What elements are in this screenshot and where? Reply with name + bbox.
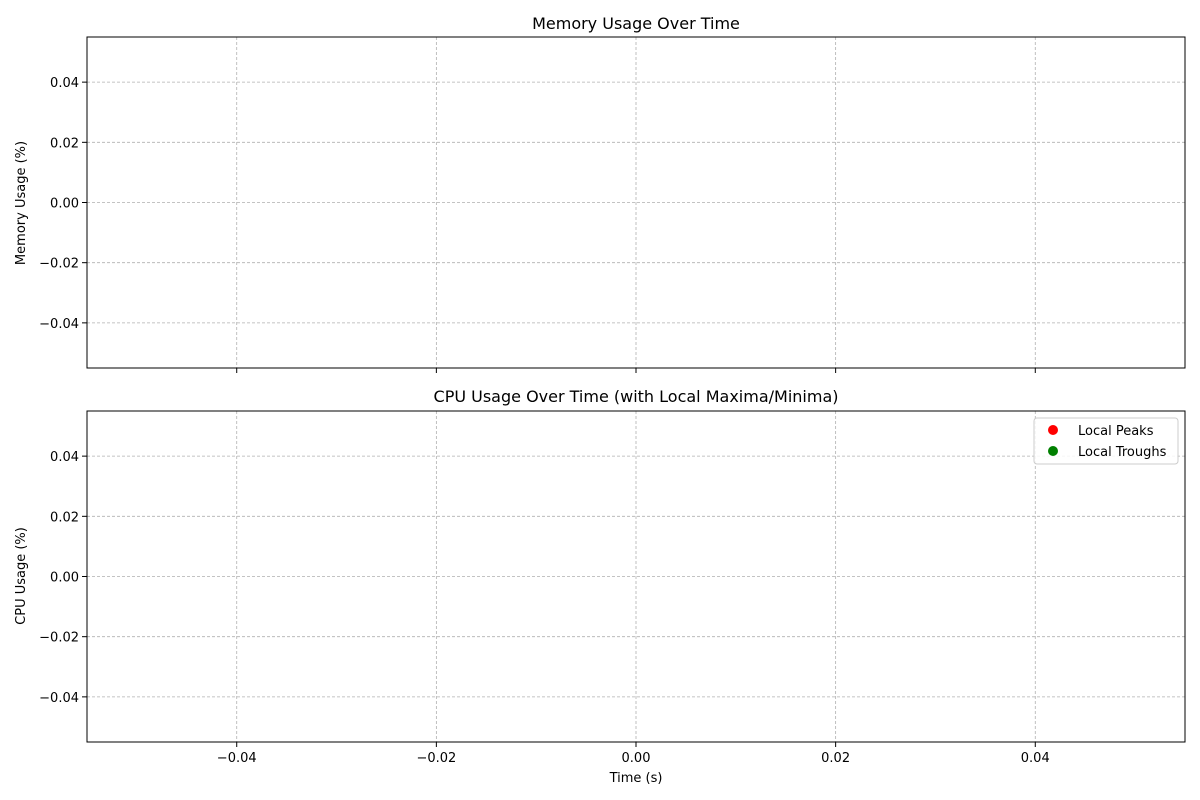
cpu-y-tick-label: −0.02 [39, 631, 79, 646]
memory-y-tick-label: 0.04 [50, 76, 79, 91]
cpu-y-tick-label: 0.00 [50, 571, 79, 586]
legend-marker-local-peaks [1048, 425, 1058, 435]
legend-label-local-troughs: Local Troughs [1078, 445, 1167, 460]
memory-y-tick-label: 0.02 [50, 136, 79, 151]
cpu-chart-title: CPU Usage Over Time (with Local Maxima/M… [434, 387, 839, 406]
memory-chart-title: Memory Usage Over Time [532, 14, 740, 33]
memory-usage-subplot: Memory Usage Over Time Memory Usage (%) … [14, 14, 1186, 373]
cpu-x-tick-label: −0.04 [217, 751, 257, 766]
legend-marker-local-troughs [1048, 446, 1058, 456]
cpu-x-tick-label: 0.04 [1021, 751, 1050, 766]
cpu-y-tick-label: −0.04 [39, 691, 79, 706]
memory-y-tick-label: −0.04 [39, 317, 79, 332]
cpu-x-axis-label: Time (s) [609, 771, 663, 786]
memory-plot-frame [86, 36, 1186, 369]
memory-y-tick-label: 0.00 [50, 197, 79, 212]
cpu-legend: Local Peaks Local Troughs [1033, 417, 1179, 465]
cpu-y-axis-label: CPU Usage (%) [14, 527, 29, 625]
legend-entries: Local Peaks Local Troughs [1048, 424, 1167, 460]
cpu-x-tick-label: −0.02 [416, 751, 456, 766]
cpu-y-tick-label: 0.02 [50, 510, 79, 525]
memory-y-axis-label: Memory Usage (%) [14, 141, 29, 265]
legend-label-local-peaks: Local Peaks [1078, 424, 1154, 439]
memory-gridlines [87, 37, 1185, 368]
cpu-axis-ticks: −0.04 −0.02 0.00 0.02 0.04 −0.04 −0.02 0.00 0.02… [39, 450, 1050, 766]
legend-box [1033, 417, 1179, 465]
cpu-gridlines [87, 411, 1185, 742]
memory-axis-ticks: −0.04 −0.02 0.00 0.02 0.04 [39, 76, 1036, 373]
cpu-y-tick-label: 0.04 [50, 450, 79, 465]
memory-y-tick-label: −0.02 [39, 257, 79, 272]
cpu-plot-frame [86, 410, 1186, 743]
cpu-x-tick-label: 0.02 [821, 751, 850, 766]
cpu-x-tick-label: 0.00 [622, 751, 651, 766]
cpu-usage-subplot: CPU Usage Over Time (with Local Maxima/M… [14, 387, 1186, 786]
